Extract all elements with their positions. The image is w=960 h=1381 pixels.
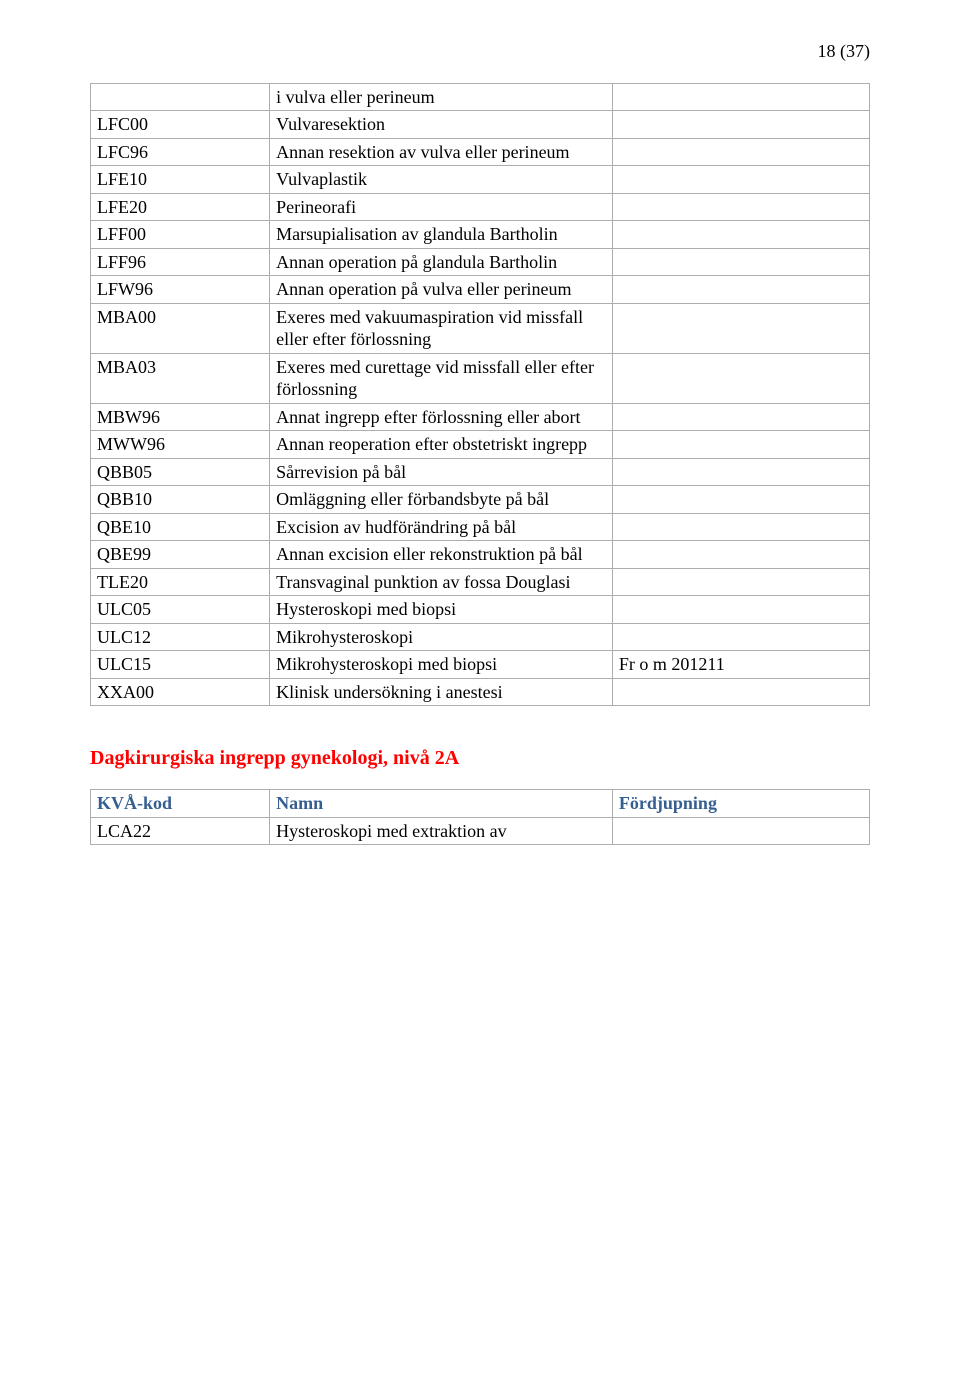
cell-note: [612, 353, 869, 403]
cell-code: QBE99: [91, 541, 270, 569]
cell-note: [612, 193, 869, 221]
col-header-note: Fördjupning: [612, 790, 869, 818]
page: 18 (37) i vulva eller perineumLFC00Vulva…: [0, 0, 960, 905]
cell-name: Perineorafi: [270, 193, 613, 221]
cell-note: Fr o m 201211: [612, 651, 869, 679]
cell-code: TLE20: [91, 568, 270, 596]
cell-code: [91, 83, 270, 111]
table-row: QBE10Excision av hudförändring på bål: [91, 513, 870, 541]
cell-code: ULC12: [91, 623, 270, 651]
table-row: QBB10Omläggning eller förbandsbyte på bå…: [91, 486, 870, 514]
cell-note: [612, 568, 869, 596]
main-table: i vulva eller perineumLFC00Vulvaresektio…: [90, 83, 870, 707]
cell-name: Excision av hudförändring på bål: [270, 513, 613, 541]
cell-name: Annan reoperation efter obstetriskt ingr…: [270, 431, 613, 459]
cell-name: Hysteroskopi med biopsi: [270, 596, 613, 624]
table-row: LFE10Vulvaplastik: [91, 166, 870, 194]
cell-name: Annan operation på vulva eller perineum: [270, 276, 613, 304]
cell-name: Vulvaresektion: [270, 111, 613, 139]
table-row: QBE99Annan excision eller rekonstruktion…: [91, 541, 870, 569]
cell-note: [612, 221, 869, 249]
cell-code: QBB10: [91, 486, 270, 514]
cell-note: [612, 138, 869, 166]
table-row: LFF96Annan operation på glandula Barthol…: [91, 248, 870, 276]
cell-note: [612, 111, 869, 139]
cell-note: [612, 817, 869, 845]
table-row: QBB05Sårrevision på bål: [91, 458, 870, 486]
cell-code: MBA00: [91, 303, 270, 353]
table-row: LFC00Vulvaresektion: [91, 111, 870, 139]
table-row: LFF00Marsupialisation av glandula Bartho…: [91, 221, 870, 249]
cell-note: [612, 486, 869, 514]
cell-code: MBA03: [91, 353, 270, 403]
table-row: MBW96Annat ingrepp efter förlossning ell…: [91, 403, 870, 431]
cell-name: Hysteroskopi med extraktion av: [270, 817, 613, 845]
table-row: TLE20Transvaginal punktion av fossa Doug…: [91, 568, 870, 596]
cell-note: [612, 83, 869, 111]
cell-name: Annan operation på glandula Bartholin: [270, 248, 613, 276]
cell-code: LCA22: [91, 817, 270, 845]
table-row: ULC15Mikrohysteroskopi med biopsiFr o m …: [91, 651, 870, 679]
cell-code: XXA00: [91, 678, 270, 706]
cell-code: ULC05: [91, 596, 270, 624]
cell-name: Mikrohysteroskopi med biopsi: [270, 651, 613, 679]
cell-note: [612, 541, 869, 569]
table-row: LFE20Perineorafi: [91, 193, 870, 221]
table-row: MBA00Exeres med vakuumaspiration vid mis…: [91, 303, 870, 353]
second-table: KVÅ-kod Namn Fördjupning LCA22 Hysterosk…: [90, 789, 870, 845]
table-row: ULC05Hysteroskopi med biopsi: [91, 596, 870, 624]
table-row: MWW96Annan reoperation efter obstetriskt…: [91, 431, 870, 459]
cell-name: Klinisk undersökning i anestesi: [270, 678, 613, 706]
cell-name: Annat ingrepp efter förlossning eller ab…: [270, 403, 613, 431]
cell-code: MWW96: [91, 431, 270, 459]
cell-code: QBB05: [91, 458, 270, 486]
cell-code: LFF96: [91, 248, 270, 276]
cell-name: Annan resektion av vulva eller perineum: [270, 138, 613, 166]
cell-note: [612, 431, 869, 459]
cell-code: LFE10: [91, 166, 270, 194]
cell-note: [612, 623, 869, 651]
cell-note: [612, 166, 869, 194]
cell-code: LFC96: [91, 138, 270, 166]
cell-code: LFE20: [91, 193, 270, 221]
cell-name: Exeres med curettage vid missfall eller …: [270, 353, 613, 403]
table-row: ULC12Mikrohysteroskopi: [91, 623, 870, 651]
cell-code: LFF00: [91, 221, 270, 249]
col-header-code: KVÅ-kod: [91, 790, 270, 818]
table-row: LCA22 Hysteroskopi med extraktion av: [91, 817, 870, 845]
cell-code: LFC00: [91, 111, 270, 139]
cell-note: [612, 596, 869, 624]
cell-name: Transvaginal punktion av fossa Douglasi: [270, 568, 613, 596]
cell-note: [612, 276, 869, 304]
cell-name: Vulvaplastik: [270, 166, 613, 194]
cell-code: QBE10: [91, 513, 270, 541]
cell-code: LFW96: [91, 276, 270, 304]
cell-note: [612, 248, 869, 276]
cell-name: Marsupialisation av glandula Bartholin: [270, 221, 613, 249]
cell-name: i vulva eller perineum: [270, 83, 613, 111]
cell-code: MBW96: [91, 403, 270, 431]
cell-name: Sårrevision på bål: [270, 458, 613, 486]
table-row: XXA00Klinisk undersökning i anestesi: [91, 678, 870, 706]
page-number: 18 (37): [90, 40, 870, 63]
col-header-name: Namn: [270, 790, 613, 818]
table-row: LFC96Annan resektion av vulva eller peri…: [91, 138, 870, 166]
section-heading: Dagkirurgiska ingrepp gynekologi, nivå 2…: [90, 746, 870, 771]
table-row: MBA03Exeres med curettage vid missfall e…: [91, 353, 870, 403]
cell-code: ULC15: [91, 651, 270, 679]
cell-note: [612, 513, 869, 541]
cell-note: [612, 458, 869, 486]
table-header-row: KVÅ-kod Namn Fördjupning: [91, 790, 870, 818]
cell-name: Omläggning eller förbandsbyte på bål: [270, 486, 613, 514]
cell-name: Mikrohysteroskopi: [270, 623, 613, 651]
table-row: LFW96Annan operation på vulva eller peri…: [91, 276, 870, 304]
table-row: i vulva eller perineum: [91, 83, 870, 111]
cell-note: [612, 303, 869, 353]
cell-note: [612, 678, 869, 706]
cell-note: [612, 403, 869, 431]
cell-name: Exeres med vakuumaspiration vid missfall…: [270, 303, 613, 353]
cell-name: Annan excision eller rekonstruktion på b…: [270, 541, 613, 569]
